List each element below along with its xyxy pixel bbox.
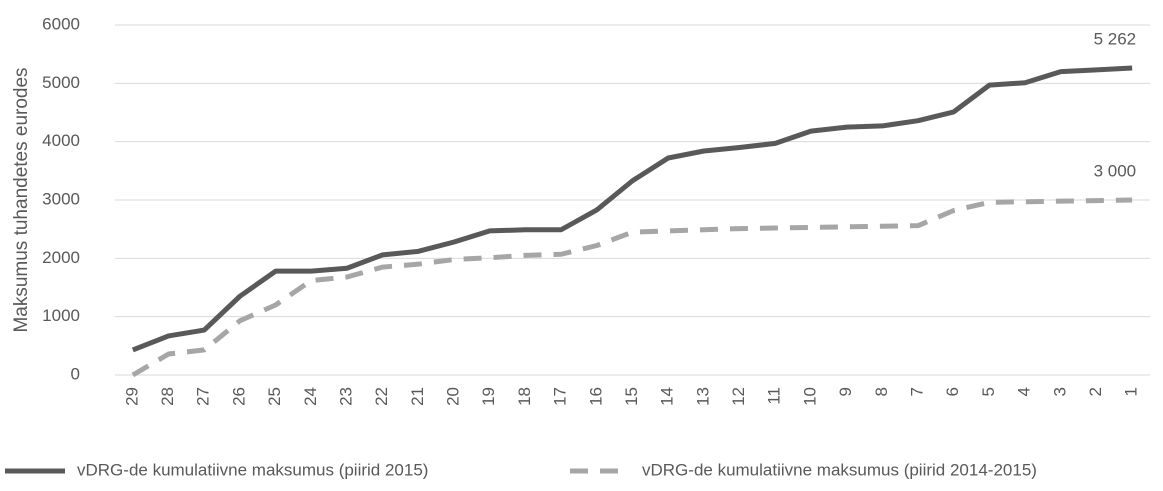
x-tick-label: 24 xyxy=(301,387,320,406)
x-tick-label: 20 xyxy=(444,387,463,406)
x-tick-label: 8 xyxy=(872,387,891,396)
y-tick-label: 4000 xyxy=(42,131,80,150)
x-tick-label: 3 xyxy=(1050,387,1069,396)
data-label: 5 262 xyxy=(1094,30,1137,49)
data-label: 3 000 xyxy=(1094,161,1137,180)
x-tick-label: 27 xyxy=(194,387,213,406)
x-tick-label: 22 xyxy=(372,387,391,406)
x-tick-label: 15 xyxy=(622,387,641,406)
y-tick-label: 1000 xyxy=(42,306,80,325)
x-tick-label: 26 xyxy=(229,387,248,406)
x-tick-label: 16 xyxy=(586,387,605,406)
x-tick-label: 19 xyxy=(479,387,498,406)
x-tick-label: 7 xyxy=(908,387,927,396)
x-tick-label: 28 xyxy=(158,387,177,406)
y-tick-label: 3000 xyxy=(42,189,80,208)
legend-label: vDRG-de kumulatiivne maksumus (piirid 20… xyxy=(77,460,428,479)
x-tick-label: 5 xyxy=(979,387,998,396)
x-tick-label: 21 xyxy=(408,387,427,406)
x-tick-label: 11 xyxy=(765,387,784,405)
y-axis-title: Maksumus tuhandetes eurodes xyxy=(11,67,32,332)
y-tick-label: 6000 xyxy=(42,14,80,33)
x-tick-label: 18 xyxy=(515,387,534,406)
legend-label: vDRG-de kumulatiivne maksumus (piirid 20… xyxy=(642,460,1037,479)
x-tick-label: 23 xyxy=(336,387,355,406)
x-tick-label: 6 xyxy=(943,387,962,396)
x-tick-label: 12 xyxy=(729,387,748,406)
x-tick-label: 13 xyxy=(693,387,712,406)
x-tick-label: 2 xyxy=(1086,387,1105,396)
y-tick-label: 0 xyxy=(71,364,80,383)
x-tick-label: 9 xyxy=(836,387,855,396)
x-tick-label: 29 xyxy=(122,387,141,406)
x-tick-label: 17 xyxy=(551,387,570,406)
x-tick-label: 4 xyxy=(1015,387,1034,396)
y-tick-label: 2000 xyxy=(42,248,80,267)
x-tick-label: 25 xyxy=(265,387,284,406)
series-line xyxy=(131,65,1133,353)
x-tick-label: 10 xyxy=(800,387,819,406)
x-tick-label: 14 xyxy=(658,387,677,406)
series-line xyxy=(131,197,1133,378)
x-tick-label: 1 xyxy=(1122,387,1141,396)
y-tick-label: 5000 xyxy=(42,73,80,92)
